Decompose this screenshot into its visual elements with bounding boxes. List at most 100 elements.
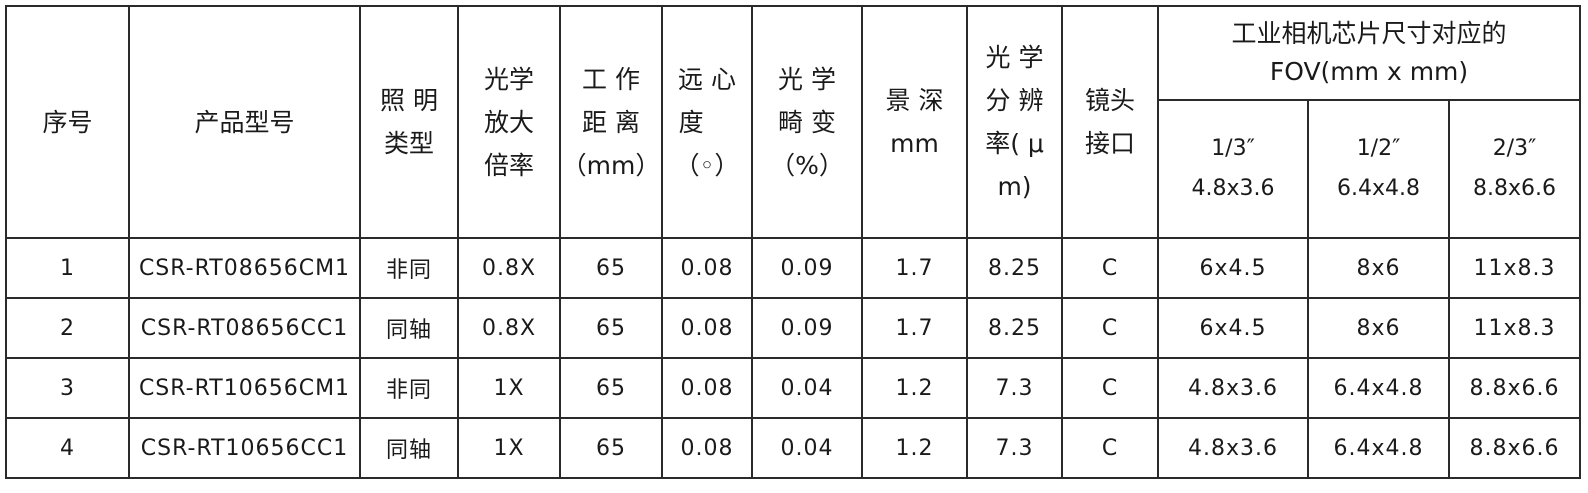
cell-magnification: 0.8X xyxy=(457,237,561,299)
cell-model: CSR-RT08656CM1 xyxy=(128,237,361,299)
header-line: 工 作 xyxy=(582,64,640,94)
cell-model: CSR-RT08656CC1 xyxy=(128,297,361,359)
cell-fov-3: 11x8.3 xyxy=(1448,297,1581,359)
table-row: 3 CSR-RT10656CM1 非同 1X 65 0.08 0.04 1.2 7.3 C 4.8x… xyxy=(5,357,1581,419)
header-distortion: 光 学畸 变 （%） xyxy=(751,5,863,239)
header-line: 光 学 xyxy=(985,43,1044,72)
header-fov-group: 工业相机芯片尺寸对应的 FOV(mm x mm) xyxy=(1157,5,1581,101)
header-line: 远 心 xyxy=(678,64,736,94)
cell-index: 3 xyxy=(5,357,130,419)
cell-depth-of-field: 1.7 xyxy=(861,297,968,359)
header-line: 分 辨 xyxy=(985,86,1044,115)
header-fov-sensor: 1/2″ 6.4x4.8 xyxy=(1307,99,1450,239)
cell-index: 1 xyxy=(5,237,130,299)
header-line: m) xyxy=(997,172,1032,201)
cell-illumination: 非同 xyxy=(359,357,459,419)
cell-fov-2: 6.4x4.8 xyxy=(1307,417,1450,479)
header-line: 接口 xyxy=(1084,129,1135,158)
cell-mount: C xyxy=(1061,357,1159,419)
cell-fov-2: 6.4x4.8 xyxy=(1307,357,1450,419)
table-row: 2 CSR-RT08656CC1 同轴 0.8X 65 0.08 0.09 1.7 8.25 C 6… xyxy=(5,297,1581,359)
cell-index: 4 xyxy=(5,417,130,479)
cell-distortion: 0.09 xyxy=(751,237,863,299)
cell-mount: C xyxy=(1061,237,1159,299)
header-line: 4.8x3.6 xyxy=(1191,176,1275,201)
header-line: 工业相机芯片尺寸对应的 xyxy=(1231,19,1507,48)
header-line: 1/3″ xyxy=(1211,136,1255,161)
header-line: （%） xyxy=(770,150,844,180)
header-index: 序号 xyxy=(5,5,130,239)
header-line: FOV(mm x mm) xyxy=(1269,57,1469,86)
header-line: 畸 变 xyxy=(778,107,836,137)
cell-magnification: 1X xyxy=(457,417,561,479)
header-line: 类型 xyxy=(383,129,434,158)
header-depth-of-field: 景 深 mm xyxy=(861,5,968,239)
cell-resolution: 7.3 xyxy=(966,357,1063,419)
cell-telecentricity: 0.08 xyxy=(661,357,753,419)
cell-depth-of-field: 1.7 xyxy=(861,237,968,299)
header-line: 倍率 xyxy=(483,150,534,180)
cell-illumination: 同轴 xyxy=(359,417,459,479)
cell-fov-3: 11x8.3 xyxy=(1448,237,1581,299)
cell-index: 2 xyxy=(5,297,130,359)
header-row: 序号 产品型号照 明类型 光学 放大 倍率工 作距 离（mm）远 心度 （◦）光 学畸 … xyxy=(5,5,1581,239)
cell-fov-2: 8x6 xyxy=(1307,237,1450,299)
cell-mount: C xyxy=(1061,417,1159,479)
cell-resolution: 8.25 xyxy=(966,237,1063,299)
header-magnification: 光学 放大 倍率 xyxy=(457,5,561,239)
cell-illumination: 同轴 xyxy=(359,297,459,359)
header-line: mm xyxy=(890,129,939,158)
header-fov-sensor: 1/3″ 4.8x3.6 xyxy=(1157,99,1309,239)
cell-fov-1: 6x4.5 xyxy=(1157,237,1309,299)
cell-model: CSR-RT10656CC1 xyxy=(128,417,361,479)
cell-illumination: 非同 xyxy=(359,237,459,299)
header-working-distance: 工 作距 离 （mm） xyxy=(559,5,663,239)
header-line: 光 学 xyxy=(778,64,836,94)
header-line: 距 离 xyxy=(582,107,640,137)
cell-fov-3: 8.8x6.6 xyxy=(1448,417,1581,479)
table-row: 4 CSR-RT10656CC1 同轴 1X 65 0.08 0.04 1.2 7.3 C 4.8x… xyxy=(5,417,1581,479)
cell-fov-1: 6x4.5 xyxy=(1157,297,1309,359)
cell-distortion: 0.04 xyxy=(751,357,863,419)
cell-distortion: 0.04 xyxy=(751,417,863,479)
cell-telecentricity: 0.08 xyxy=(661,417,753,479)
header-line: 率( μ xyxy=(985,129,1044,158)
header-line: （◦） xyxy=(674,150,740,180)
header-line: 6.4x4.8 xyxy=(1337,176,1420,201)
header-mount: 镜头 接口 xyxy=(1061,5,1159,239)
header-illumination: 照 明类型 xyxy=(359,5,459,239)
header-subrow: 1/3″ 4.8x3.6 1/2″ 6.4x4.8 2/3″ 8.8x6.6 xyxy=(6,99,1581,239)
cell-working-distance: 65 xyxy=(559,357,663,419)
cell-fov-1: 4.8x3.6 xyxy=(1157,417,1309,479)
cell-working-distance: 65 xyxy=(559,237,663,299)
header-line: 照 明 xyxy=(380,86,438,115)
header-fov-sensor: 2/3″ 8.8x6.6 xyxy=(1448,99,1581,239)
header-resolution: 光 学分 辨率( μ m) xyxy=(966,5,1063,239)
header-line: 2/3″ xyxy=(1492,136,1537,161)
cell-resolution: 8.25 xyxy=(966,297,1063,359)
cell-fov-1: 4.8x3.6 xyxy=(1157,357,1309,419)
header-line: 8.8x6.6 xyxy=(1473,176,1556,201)
table-row: 1 CSR-RT08656CM1 非同 0.8X 65 0.08 0.09 1.7 8.25 C 6… xyxy=(5,237,1581,299)
header-line: 1/2″ xyxy=(1356,136,1401,161)
cell-depth-of-field: 1.2 xyxy=(861,357,968,419)
cell-telecentricity: 0.08 xyxy=(661,297,753,359)
header-line: 产品型号 xyxy=(194,107,295,137)
cell-model: CSR-RT10656CM1 xyxy=(128,357,361,419)
cell-working-distance: 65 xyxy=(559,417,663,479)
cell-resolution: 7.3 xyxy=(966,417,1063,479)
header-model: 产品型号 xyxy=(128,5,361,239)
cell-fov-3: 8.8x6.6 xyxy=(1448,357,1581,419)
header-line: （mm） xyxy=(561,150,661,180)
cell-mount: C xyxy=(1061,297,1159,359)
header-telecentricity: 远 心度 （◦） xyxy=(661,5,753,239)
cell-magnification: 1X xyxy=(457,357,561,419)
cell-depth-of-field: 1.2 xyxy=(861,417,968,479)
header-line: 光学 xyxy=(483,64,534,94)
cell-fov-2: 8x6 xyxy=(1307,297,1450,359)
header-line: 放大 xyxy=(483,107,534,137)
cell-working-distance: 65 xyxy=(559,297,663,359)
cell-telecentricity: 0.08 xyxy=(661,237,753,299)
header-line: 景 深 xyxy=(885,86,944,115)
header-line: 度 xyxy=(678,107,736,137)
